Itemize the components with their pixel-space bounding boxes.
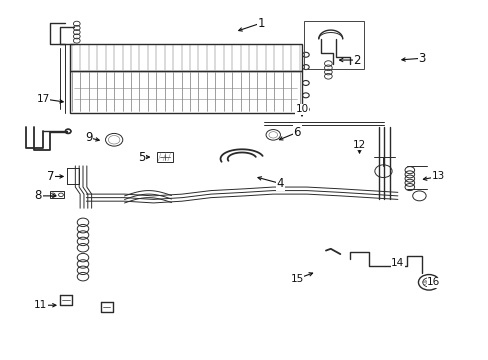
Text: 16: 16 xyxy=(427,277,440,287)
Text: 17: 17 xyxy=(37,94,50,104)
Text: 5: 5 xyxy=(138,150,145,163)
Text: 14: 14 xyxy=(390,258,404,268)
Text: 13: 13 xyxy=(431,171,444,181)
Text: 7: 7 xyxy=(46,170,54,183)
Text: 4: 4 xyxy=(276,177,284,190)
Text: 2: 2 xyxy=(353,54,360,67)
Text: 10: 10 xyxy=(295,104,308,114)
Text: 9: 9 xyxy=(85,131,92,144)
Text: 6: 6 xyxy=(293,126,300,139)
Text: 3: 3 xyxy=(417,52,425,65)
Text: 11: 11 xyxy=(34,300,47,310)
Text: 15: 15 xyxy=(290,274,303,284)
Text: 12: 12 xyxy=(352,140,366,150)
Bar xyxy=(304,21,364,69)
Text: 1: 1 xyxy=(257,17,264,30)
Bar xyxy=(157,152,172,162)
Text: 8: 8 xyxy=(35,189,42,202)
Bar xyxy=(50,191,64,198)
Bar xyxy=(69,71,302,113)
Bar xyxy=(69,44,302,71)
